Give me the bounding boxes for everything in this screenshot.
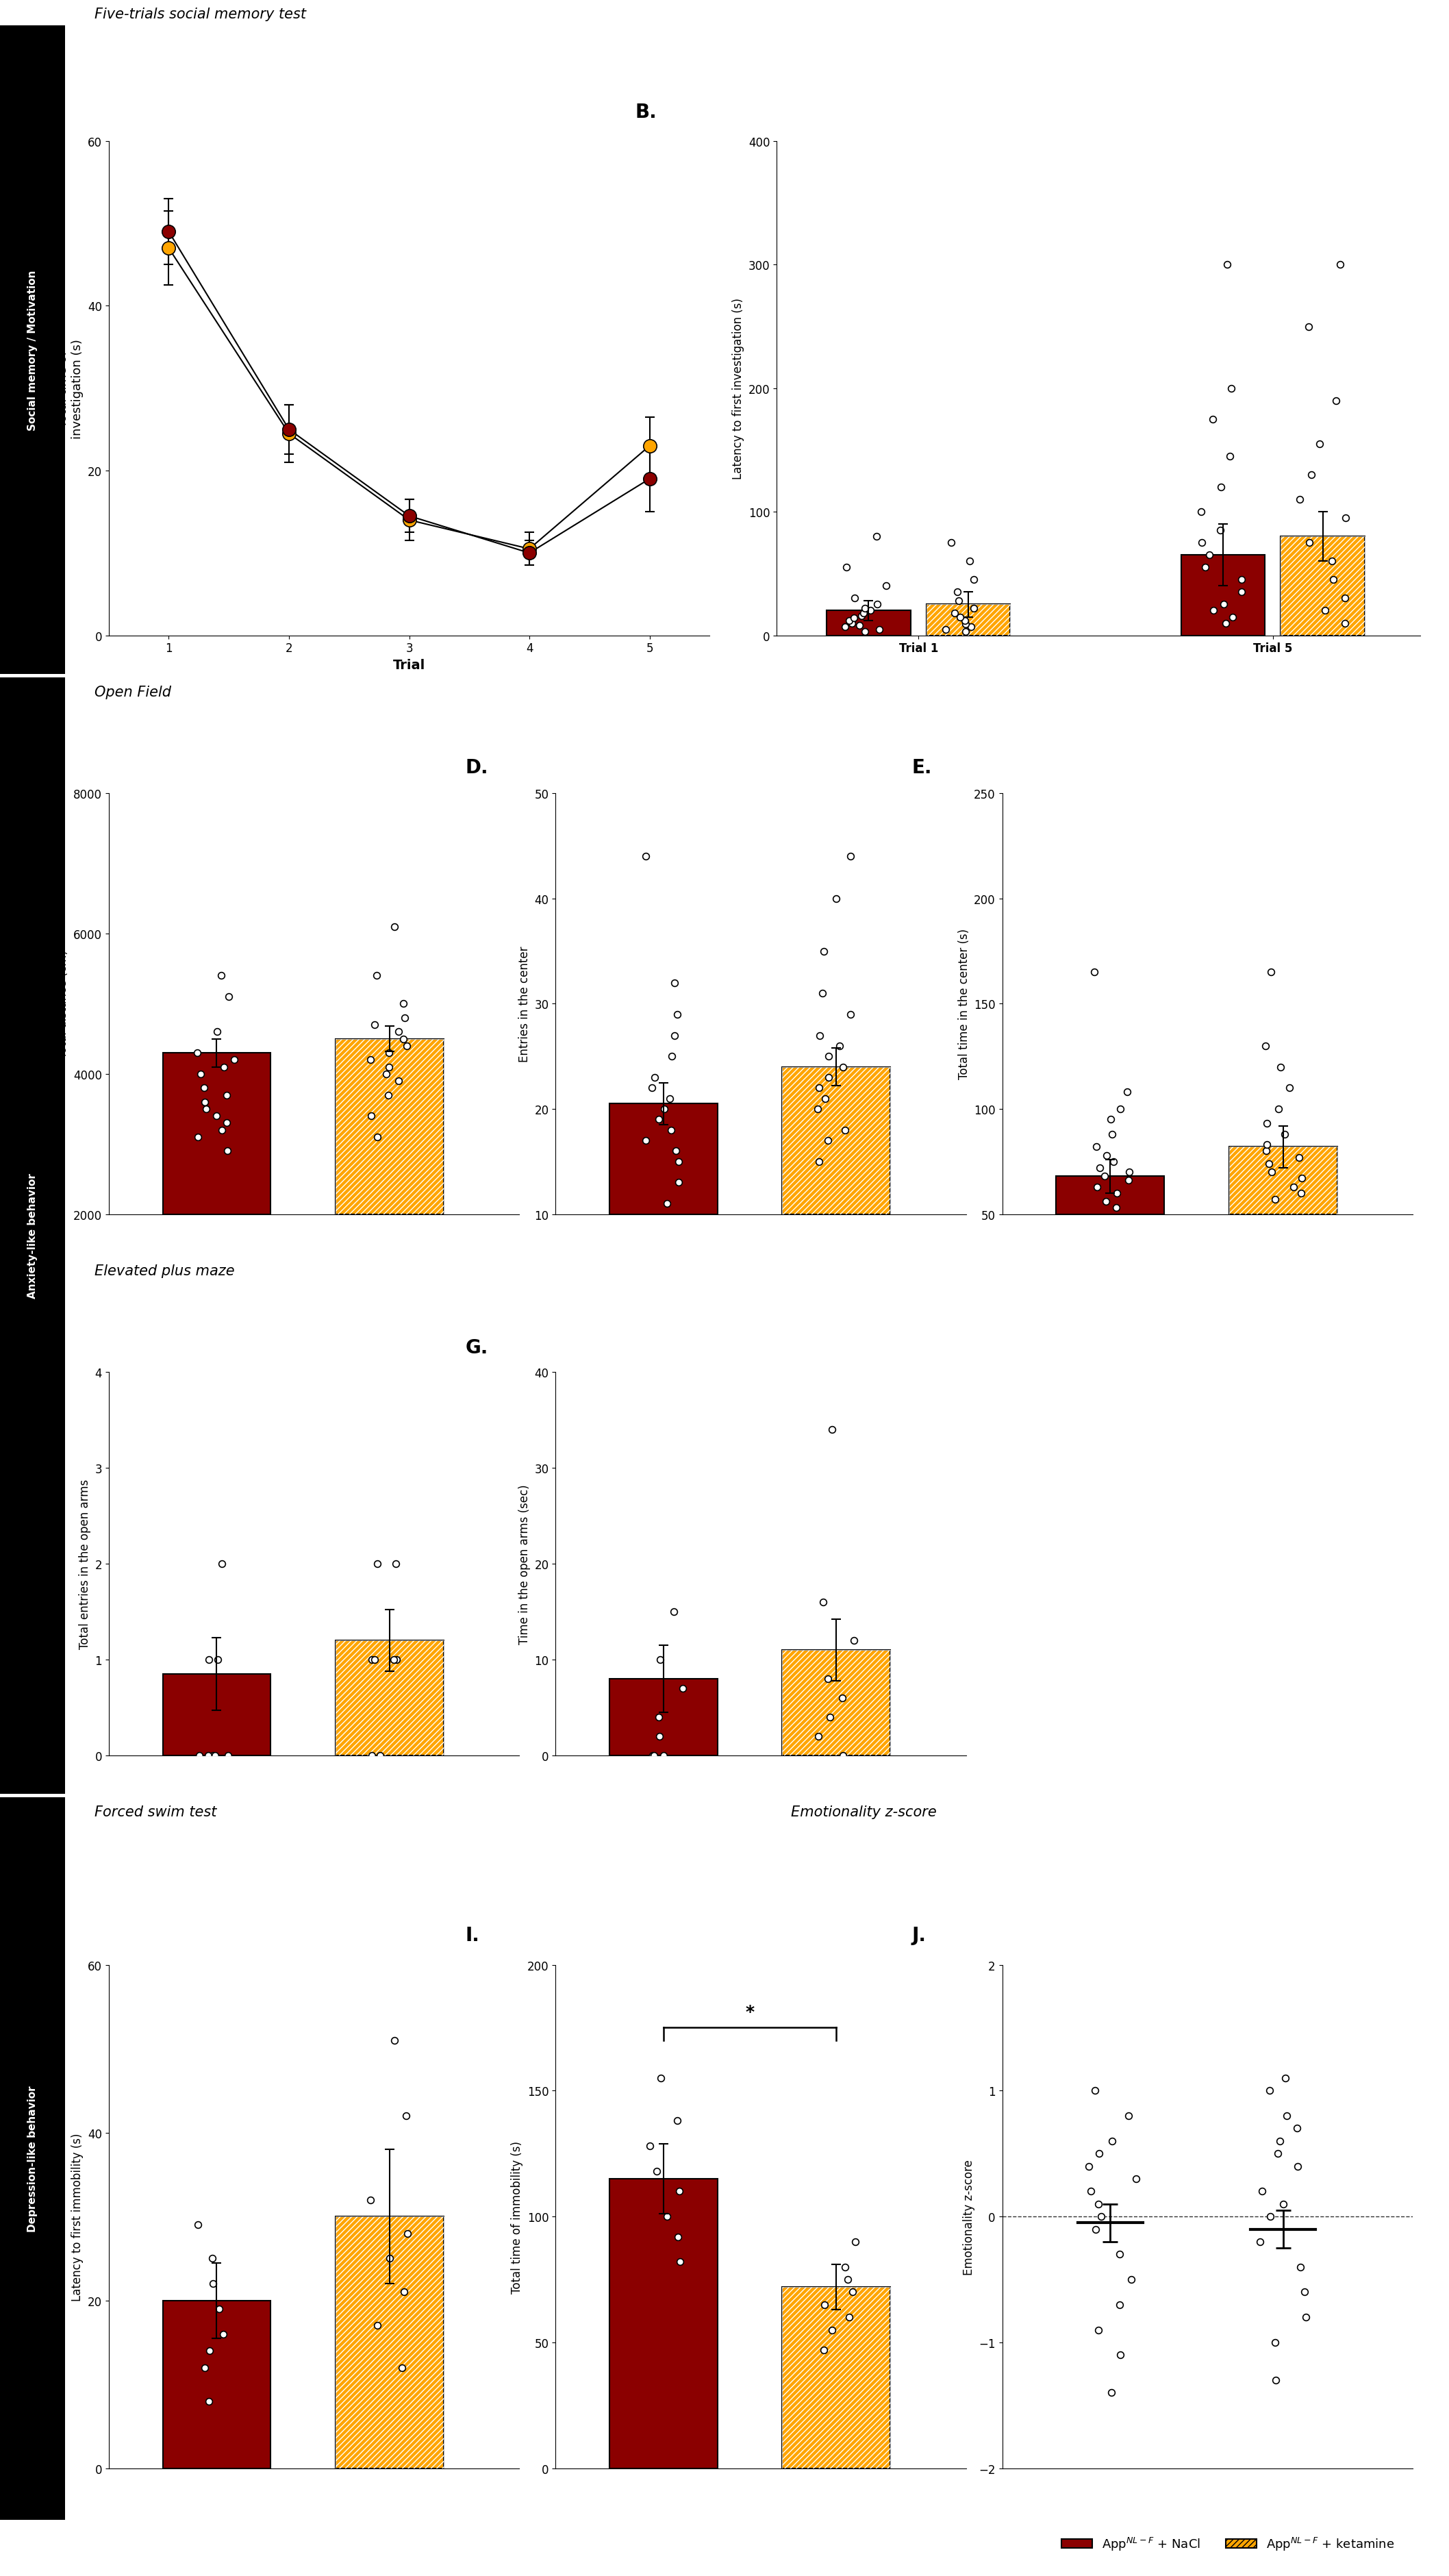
Bar [336, 1038, 443, 1213]
Bar [336, 1038, 443, 1213]
Text: I.: I. [465, 1927, 480, 1945]
Text: F.: F. [19, 1337, 36, 1358]
Text: D.: D. [465, 757, 488, 778]
Bar [926, 605, 1010, 636]
Bar [782, 1066, 890, 1213]
Bar [782, 2287, 890, 2468]
Text: *: * [745, 2004, 755, 2020]
Y-axis label: Latency to first investigation (s): Latency to first investigation (s) [732, 299, 745, 479]
Bar [336, 2215, 443, 2468]
Text: G.: G. [465, 1337, 488, 1358]
Bar [610, 1680, 717, 1754]
Text: Open Field: Open Field [94, 685, 171, 698]
Text: Social memory / Motivation: Social memory / Motivation [28, 270, 38, 430]
Bar [1229, 1146, 1337, 1213]
Bar [610, 2179, 717, 2468]
Y-axis label: Time in the open arms (sec): Time in the open arms (sec) [519, 1484, 530, 1643]
Bar [1281, 536, 1365, 636]
Y-axis label: Total time of immobility (s): Total time of immobility (s) [511, 2141, 523, 2293]
Bar [782, 1651, 890, 1754]
Y-axis label: Total time in the center (s): Total time in the center (s) [958, 930, 971, 1079]
Bar [1229, 1146, 1337, 1213]
Bar [782, 1651, 890, 1754]
Bar [336, 1641, 443, 1754]
Y-axis label: Total distance (cm): Total distance (cm) [57, 951, 70, 1059]
X-axis label: Trial: Trial [393, 659, 426, 672]
Text: Emotionality z-score: Emotionality z-score [791, 1806, 938, 1819]
Bar [162, 1054, 271, 1213]
Bar [782, 2287, 890, 2468]
Y-axis label: Latency to first immobility (s): Latency to first immobility (s) [71, 2133, 84, 2300]
Text: E.: E. [911, 757, 932, 778]
Bar [826, 611, 910, 636]
Text: H.: H. [19, 1927, 42, 1945]
Bar [926, 605, 1010, 636]
Text: C.: C. [19, 757, 39, 778]
Text: Elevated plus maze: Elevated plus maze [94, 1265, 235, 1278]
Text: Five-trials social memory test: Five-trials social memory test [94, 8, 306, 21]
Bar [1056, 1177, 1165, 1213]
Bar [162, 1674, 271, 1754]
Y-axis label: Total time of
investigation (s): Total time of investigation (s) [57, 340, 84, 438]
Legend: App$^{NL-F}$ + NaCl, App$^{NL-F}$ + ketamine: App$^{NL-F}$ + NaCl, App$^{NL-F}$ + keta… [1056, 2530, 1400, 2558]
Bar [1281, 536, 1365, 636]
Bar [610, 1105, 717, 1213]
Text: Forced swim test: Forced swim test [94, 1806, 216, 1819]
Y-axis label: Total entries in the open arms: Total entries in the open arms [78, 1479, 91, 1649]
Bar [782, 1066, 890, 1213]
Bar [162, 2300, 271, 2468]
Y-axis label: Emotionality z-score: Emotionality z-score [962, 2159, 975, 2275]
Bar [336, 2215, 443, 2468]
Y-axis label: Entries in the center: Entries in the center [519, 945, 530, 1061]
Bar [1181, 556, 1265, 636]
Bar [336, 1641, 443, 1754]
Text: Anxiety-like behavior: Anxiety-like behavior [28, 1172, 38, 1298]
Text: B.: B. [635, 103, 656, 121]
Text: Depression-like behavior: Depression-like behavior [28, 2087, 38, 2231]
Text: J.: J. [911, 1927, 926, 1945]
